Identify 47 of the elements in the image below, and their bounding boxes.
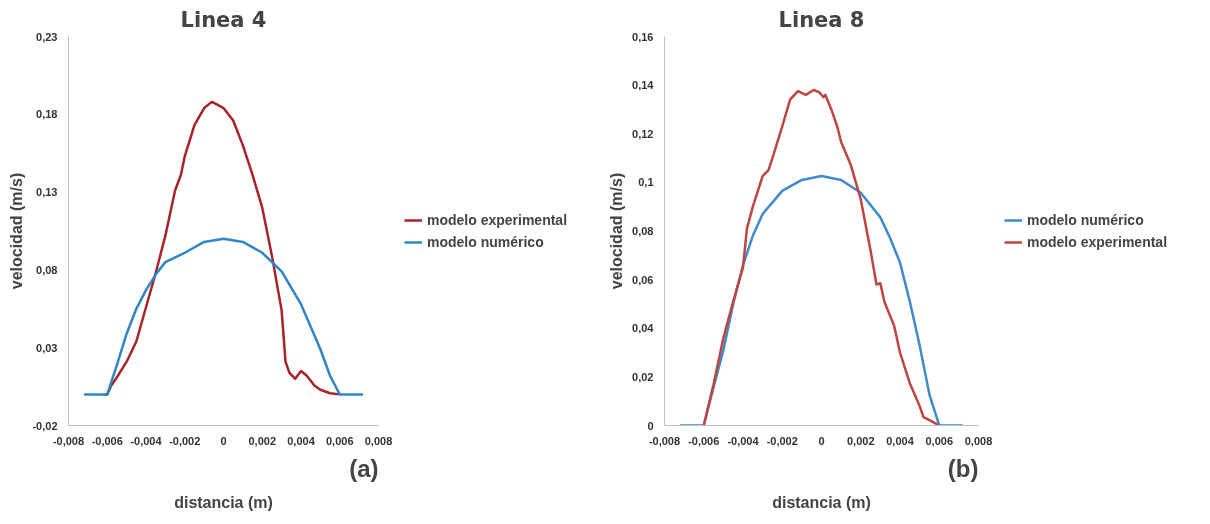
x-tick-label: -0,002	[169, 434, 201, 447]
line-series	[82, 237, 365, 396]
x-tick-label: 0,006	[925, 434, 954, 447]
x-tick-label: -0,006	[688, 434, 720, 447]
y-tick-label: 0,16	[632, 30, 654, 43]
legend-label: modelo experimental	[427, 211, 568, 228]
text: (b)	[947, 454, 979, 482]
y-tick-label: 0,18	[36, 108, 58, 121]
y-tick-label: 0,12	[632, 127, 654, 140]
legend-label: modelo numérico	[427, 233, 544, 250]
text: (a)	[349, 454, 379, 482]
legend-label: modelo experimental	[1027, 233, 1168, 250]
line-series	[702, 88, 941, 426]
x-tick-label: 0	[818, 434, 825, 447]
y-tick-label: 0,1	[638, 176, 654, 189]
x-tick-label: -0,004	[727, 434, 760, 447]
x-tick-label: -0,006	[91, 434, 123, 447]
y-tick-label: 0,06	[632, 273, 654, 286]
y-tick-label: 0	[647, 419, 654, 432]
x-axis-title: distancia (m)	[772, 493, 871, 511]
x-tick-label: -0,004	[130, 434, 163, 447]
y-tick-label: 0,08	[36, 263, 58, 276]
legend-label: modelo numérico	[1027, 211, 1144, 228]
x-tick-label: 0,002	[846, 434, 875, 447]
x-tick-label: 0,006	[325, 434, 354, 447]
x-tick-label: 0,008	[964, 434, 993, 447]
chart-title: Linea 4	[180, 7, 267, 32]
y-tick-label: 0,23	[36, 30, 58, 43]
y-tick-label: 0,08	[632, 225, 654, 237]
y-tick-label: -0,02	[32, 419, 58, 432]
x-tick-label: -0,008	[648, 434, 681, 447]
chart-title: Linea 8	[778, 7, 865, 32]
x-tick-label: 0	[220, 434, 227, 447]
y-tick-label: 0,03	[36, 341, 58, 354]
x-tick-label: -0,008	[52, 434, 85, 447]
x-tick-label: 0,008	[364, 434, 393, 447]
y-tick-label: 0,04	[632, 322, 655, 335]
x-axis-title: distancia (m)	[174, 493, 273, 511]
y-axis-title: velocidad (m/s)	[607, 172, 625, 290]
x-tick-label: 0,004	[287, 434, 316, 447]
x-tick-label: 0,004	[886, 434, 915, 447]
y-tick-label: 0,14	[632, 79, 655, 92]
y-tick-label: 0,13	[36, 186, 58, 199]
x-tick-label: -0,002	[766, 434, 798, 447]
y-axis-title: velocidad (m/s)	[7, 172, 25, 290]
y-tick-label: 0,02	[632, 370, 654, 383]
x-tick-label: 0,002	[248, 434, 277, 447]
